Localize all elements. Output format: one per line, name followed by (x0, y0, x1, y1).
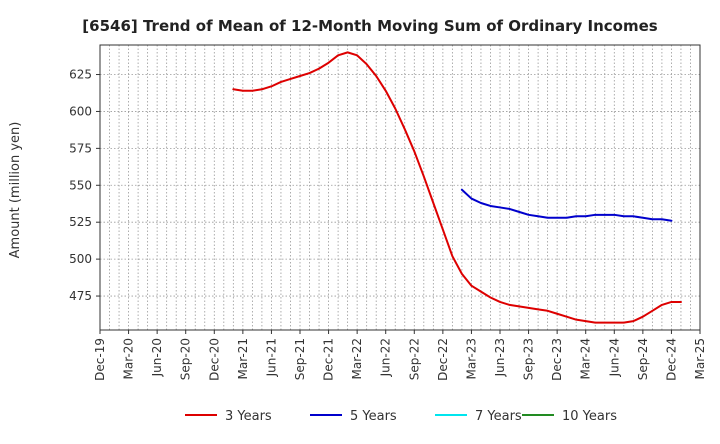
x-tick-label: Mar-24 (579, 338, 593, 379)
series-lines (232, 51, 682, 324)
x-axis: Dec-19 Mar-20 Jun-20 Sep-20 Dec-20 Mar-21 Jun-… (93, 330, 707, 381)
x-tick-label: Jun-21 (264, 338, 278, 377)
y-axis-label: Amount (million yen) (8, 122, 23, 259)
x-tick-label: Jun-22 (379, 338, 393, 377)
series-line-3-years (232, 51, 682, 324)
legend: 3 Years 5 Years 7 Years 10 Years (185, 409, 617, 424)
legend-label: 3 Years (225, 409, 272, 424)
legend-label: 10 Years (562, 409, 617, 424)
x-tick-label: Sep-21 (293, 338, 307, 380)
legend-item: 7 Years (435, 409, 522, 424)
x-tick-label: Sep-24 (636, 338, 650, 380)
x-tick-label: Mar-22 (350, 338, 364, 379)
legend-label: 5 Years (350, 409, 397, 424)
y-tick-label: 575 (69, 141, 92, 155)
legend-item: 10 Years (522, 409, 617, 424)
y-tick-label: 475 (69, 289, 92, 303)
x-tick-label: Dec-24 (664, 338, 678, 381)
x-tick-label: Mar-20 (122, 338, 136, 379)
legend-item: 5 Years (310, 409, 397, 424)
x-tick-label: Mar-23 (464, 338, 478, 379)
x-tick-label: Dec-20 (207, 338, 221, 381)
plot-area (100, 45, 700, 330)
x-tick-label: Sep-23 (522, 338, 536, 380)
chart-title: [6546] Trend of Mean of 12-Month Moving … (82, 17, 657, 35)
x-tick-label: Jun-24 (607, 338, 621, 377)
x-tick-label: Mar-21 (236, 338, 250, 379)
y-tick-label: 525 (69, 215, 92, 229)
x-tick-label: Sep-20 (179, 338, 193, 380)
series-line-5-years (460, 188, 673, 222)
x-tick-label: Jun-20 (150, 338, 164, 377)
x-tick-label: Dec-21 (322, 338, 336, 381)
y-tick-label: 625 (69, 68, 92, 82)
y-axis: 475 500 525 550 575 600 625 (69, 68, 100, 303)
x-tick-label: Sep-22 (407, 338, 421, 380)
y-tick-label: 600 (69, 104, 92, 118)
legend-item: 3 Years (185, 409, 272, 424)
y-tick-label: 550 (69, 178, 92, 192)
x-tick-label: Jun-23 (493, 338, 507, 377)
legend-label: 7 Years (475, 409, 522, 424)
x-tick-label: Dec-19 (93, 338, 107, 381)
y-tick-label: 500 (69, 252, 92, 266)
x-tick-label: Dec-23 (550, 338, 564, 381)
x-tick-label: Dec-22 (436, 338, 450, 381)
plot-frame (99, 44, 701, 331)
x-tick-label: Mar-25 (693, 338, 707, 379)
